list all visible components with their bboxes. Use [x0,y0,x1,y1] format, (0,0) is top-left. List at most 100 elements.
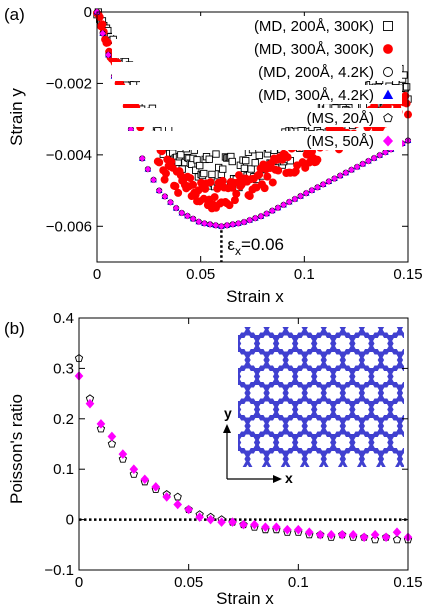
lattice-hexagon [408,334,430,353]
data-point [173,204,180,212]
lattice-hexagon [238,365,261,388]
data-point [252,214,259,222]
lattice-hexagon [238,403,242,416]
lattice-hexagon [320,448,347,467]
lattice-hexagon [244,382,270,404]
lattice-hexagon [244,448,270,467]
lattice-hexagon [418,417,436,436]
lattice-hexagon [294,301,316,320]
panel-a-label: (a) [4,5,25,24]
lattice-hexagon [238,436,242,449]
lattice-hexagon [282,448,308,467]
data-point [162,492,172,502]
data-point [359,160,366,168]
lattice-hexagon [263,327,289,338]
legend-label: (MD, 200Å, 4.2K) [258,64,374,81]
data-point [376,151,383,159]
lattice-hexagon [244,327,270,338]
x-tick-label: 0 [75,574,83,591]
data-point [173,492,182,501]
lattice-hexagon [208,351,230,370]
data-point [139,154,146,162]
data-point [392,535,402,544]
data-point [177,151,185,159]
panel-b-label: (b) [4,319,25,338]
data-point [129,464,139,474]
x-tick-label: 0.15 [393,266,422,283]
lattice-hexagon [418,318,436,337]
panel-a-legend: (MD, 200Å, 300K) (MD, 300Å, 300K) (MD, 200… [112,16,402,150]
lattice-hexagon [253,398,280,421]
data-point [245,192,254,201]
lattice-hexagon [330,365,356,388]
data-point [342,169,349,177]
data-point [348,166,355,174]
data-point [208,170,216,179]
lattice-hexagon [387,332,404,355]
data-point [303,189,310,197]
lattice-hexagon [427,433,436,452]
lattice-hexagon [408,301,430,320]
lattice-hexagon [408,433,430,452]
lattice-hexagon [238,332,261,355]
data-point [161,169,170,178]
y-tick-label: 0.2 [53,411,74,428]
lattice-hexagon [358,448,385,467]
legend-background [112,108,402,127]
data-point [103,38,112,47]
annotation-label: εx=0.06 [227,235,284,258]
lattice-hexagon [349,332,375,355]
data-point [304,527,314,537]
data-point [263,172,272,181]
lattice-hexagon [310,398,337,421]
data-point [392,527,402,537]
data-point [280,201,287,209]
lattice-hexagon [332,301,354,320]
data-point [99,29,106,37]
lattice-hexagon [238,349,251,371]
data-point [96,419,106,429]
lattice-inset: yx [208,301,436,486]
legend-label: (MD, 300Å, 4.2K) [258,87,374,104]
lattice-hexagon [339,448,366,467]
lattice-hexagon [408,400,430,419]
series-5 [93,8,412,230]
data-point [178,209,185,217]
lattice-hexagon [291,398,318,421]
lattice-hexagon [358,382,385,404]
data-point [206,514,215,525]
lattice-hexagon [301,382,327,404]
data-point [269,207,276,215]
x-tick-label: 0 [93,266,101,283]
data-point [274,204,282,212]
lattice-hexagon [387,431,404,454]
legend-marker [383,67,393,77]
data-point [206,178,215,187]
data-point [246,216,253,224]
data-point [286,198,293,206]
data-point [219,165,227,173]
panel-a-xlabel: Strain x [226,287,284,306]
panel-b-series [74,353,413,544]
data-point [229,220,236,228]
lattice-hexagon [358,415,385,437]
data-point [263,210,270,218]
y-tick-label: −0.006 [46,218,92,235]
legend-label: (MD, 300Å, 300K) [254,41,374,58]
lattice-hexagon [272,332,299,355]
data-point [402,83,411,91]
data-point [200,169,208,178]
lattice-hexagon [282,327,308,338]
data-point [301,163,310,172]
data-point [225,201,234,210]
data-point [337,172,344,180]
data-point [255,151,263,160]
lattice-hexagon [377,349,404,371]
data-point [161,192,168,200]
legend-marker [383,112,393,123]
lattice-hexagon [427,301,436,320]
lattice-hexagon [349,398,375,421]
panel-a-annotation: εx=0.06 [220,230,284,262]
legend-label: (MS, 50Å) [306,133,374,150]
legend-marker [383,21,393,31]
